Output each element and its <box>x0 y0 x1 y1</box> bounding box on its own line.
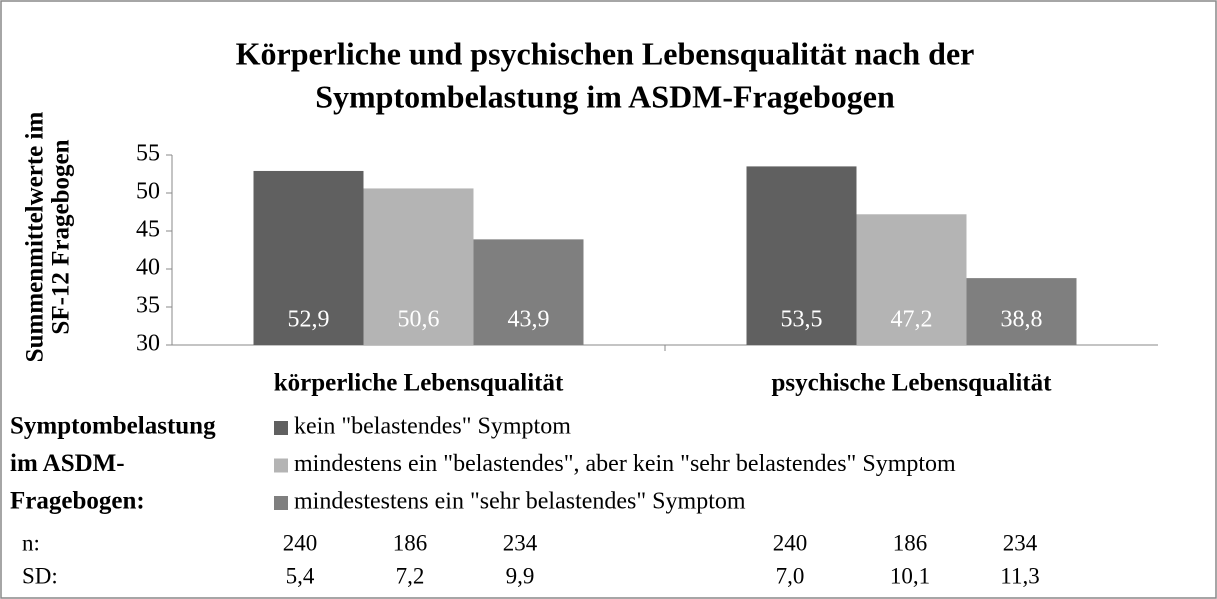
y-axis-label: Summenmittelwerte im <box>22 112 49 363</box>
bar <box>966 278 1077 345</box>
data-label: 52,9 <box>288 307 330 333</box>
table-cell: 7,0 <box>776 563 805 588</box>
legend-label: mindestestens ein "sehr belastendes" Sym… <box>294 489 746 515</box>
table-row-label: SD: <box>22 563 58 588</box>
table-cell: 240 <box>773 530 808 555</box>
table-cell: 9,9 <box>506 563 535 588</box>
x-tick-label: körperliche Lebensqualität <box>274 370 564 397</box>
y-tick-label: 40 <box>136 255 160 281</box>
legend-label: mindestens ein "belastendes", aber kein … <box>294 451 956 477</box>
legend-title: Fragebogen: <box>10 488 145 515</box>
table-cell: 7,2 <box>396 563 425 588</box>
y-tick-label: 30 <box>136 331 160 357</box>
data-label: 47,2 <box>891 307 933 333</box>
table-cell: 234 <box>1003 530 1038 555</box>
chart-title: Körperliche und psychischen Lebensqualit… <box>236 35 975 71</box>
legend-swatch <box>274 421 288 435</box>
bar <box>746 166 857 345</box>
data-label: 38,8 <box>1001 307 1043 333</box>
table-cell: 234 <box>503 530 538 555</box>
legend-label: kein "belastendes" Symptom <box>294 414 571 440</box>
y-tick-label: 45 <box>136 217 160 243</box>
table-cell: 186 <box>893 530 928 555</box>
legend-title: Symptombelastung <box>10 413 216 440</box>
data-label: 53,5 <box>781 307 823 333</box>
table-cell: 186 <box>393 530 428 555</box>
y-tick-label: 35 <box>136 293 160 319</box>
table-cell: 5,4 <box>286 563 315 588</box>
y-tick-label: 50 <box>136 179 160 205</box>
bar <box>363 188 474 345</box>
bar <box>856 214 967 345</box>
data-label: 43,9 <box>508 307 550 333</box>
data-label: 50,6 <box>398 307 440 333</box>
y-tick-label: 55 <box>136 141 160 167</box>
table-cell: 240 <box>283 530 318 555</box>
chart-title: Symptombelastung im ASDM-Fragebogen <box>315 78 895 114</box>
bar <box>473 239 584 345</box>
bar <box>253 170 364 345</box>
legend-title: im ASDM- <box>10 450 125 477</box>
table-cell: 11,3 <box>1000 563 1039 588</box>
x-tick-label: psychische Lebensqualität <box>772 370 1053 397</box>
table-row-label: n: <box>22 530 40 555</box>
legend-swatch <box>274 458 288 473</box>
y-axis-label: SF-12 Fragebogen <box>48 139 75 334</box>
table-cell: 10,1 <box>890 563 930 588</box>
legend-swatch <box>274 496 288 510</box>
